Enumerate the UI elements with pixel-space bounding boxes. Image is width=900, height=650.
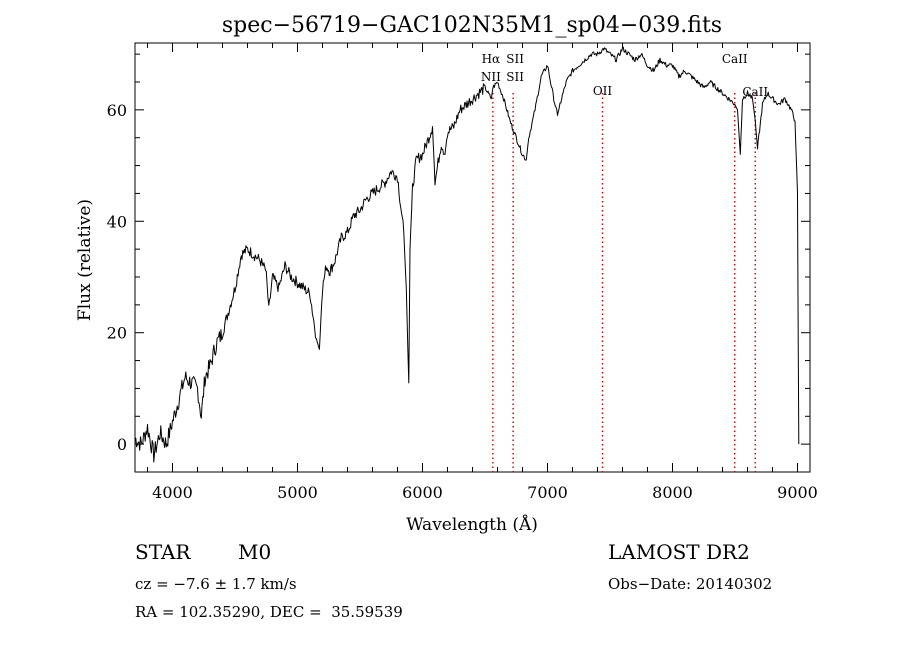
x-tick-label: 8000: [652, 483, 693, 502]
series-layer: [134, 46, 800, 463]
spectrum-series-line: [134, 46, 800, 463]
y-axis-label: Flux (relative): [75, 199, 95, 321]
plot-border: [134, 42, 811, 473]
line-annotation-label: SII: [506, 70, 524, 84]
emission-line-markers: [492, 93, 756, 472]
plot-frame: [134, 42, 811, 473]
x-tick-label: 4000: [152, 483, 193, 502]
line-annotation-label: CaII: [742, 85, 768, 99]
axis-ticks: 4000 5000 6000 7000 8000 9000 0 20 40 60: [107, 43, 818, 502]
line-annotation-label: SII: [506, 52, 524, 66]
x-tick-label: 5000: [277, 483, 318, 502]
y-tick-label: 60: [107, 101, 127, 120]
chart-title: spec−56719−GAC102N35M1_sp04−039.fits: [222, 13, 722, 38]
line-annotation-label: NII: [481, 70, 501, 84]
object-subclass: M0: [238, 540, 272, 564]
y-tick-label: 20: [107, 324, 127, 343]
x-tick-label: 9000: [777, 483, 818, 502]
x-tick-label: 6000: [402, 483, 443, 502]
y-tick-label: 0: [117, 435, 127, 454]
line-annotations: Hα NII SII SII OII CaII CaII: [481, 52, 769, 99]
redshift-readout: cz = −7.6 ± 1.7 km/s: [135, 575, 297, 593]
line-annotation-label: CaII: [722, 52, 748, 66]
x-tick-label: 7000: [527, 483, 568, 502]
observation-date: Obs−Date: 20140302: [608, 575, 773, 593]
line-annotation-label: OII: [593, 84, 613, 98]
line-annotation-label: Hα: [482, 52, 501, 66]
object-class: STAR: [135, 540, 191, 564]
coordinates-readout: RA = 102.35290, DEC = 35.59539: [135, 603, 403, 621]
survey-name: LAMOST DR2: [608, 540, 750, 564]
x-axis-label: Wavelength (Å): [406, 514, 538, 535]
y-tick-label: 40: [107, 212, 127, 231]
